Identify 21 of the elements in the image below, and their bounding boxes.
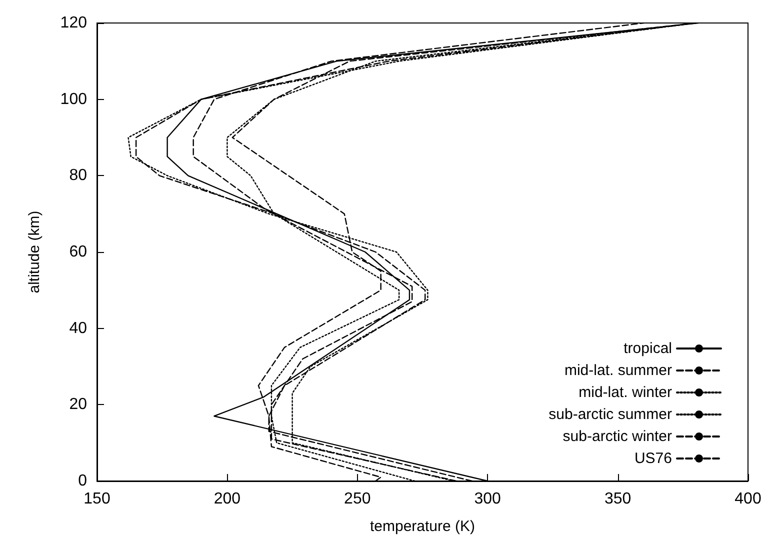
legend-label: sub-arctic winter [562,428,672,445]
y-axis-title: altitude (km) [26,210,43,294]
y-tick-label: 60 [69,244,88,260]
x-tick-label: 200 [214,490,241,508]
y-tick-label: 100 [60,90,88,108]
legend-label: mid-lat. winter [578,384,672,401]
x-axis-title: temperature (K) [370,518,476,535]
y-tick-label: 80 [69,167,88,184]
x-tick-label: 250 [344,490,371,508]
x-tick-label: 300 [474,490,502,508]
legend-label: sub-arctic summer [548,406,672,423]
y-tick-label: 40 [69,320,88,337]
y-tick-label: 120 [60,14,88,32]
legend-label: mid-lat. summer [564,362,672,379]
legend-label: tropical [624,340,672,357]
x-tick-label: 400 [734,490,762,508]
x-tick-label: 350 [604,490,632,508]
y-tick-label: 0 [78,472,88,490]
x-tick-label: 150 [84,490,110,508]
y-tick-label: 20 [69,396,88,414]
legend-label: US76 [634,450,672,467]
